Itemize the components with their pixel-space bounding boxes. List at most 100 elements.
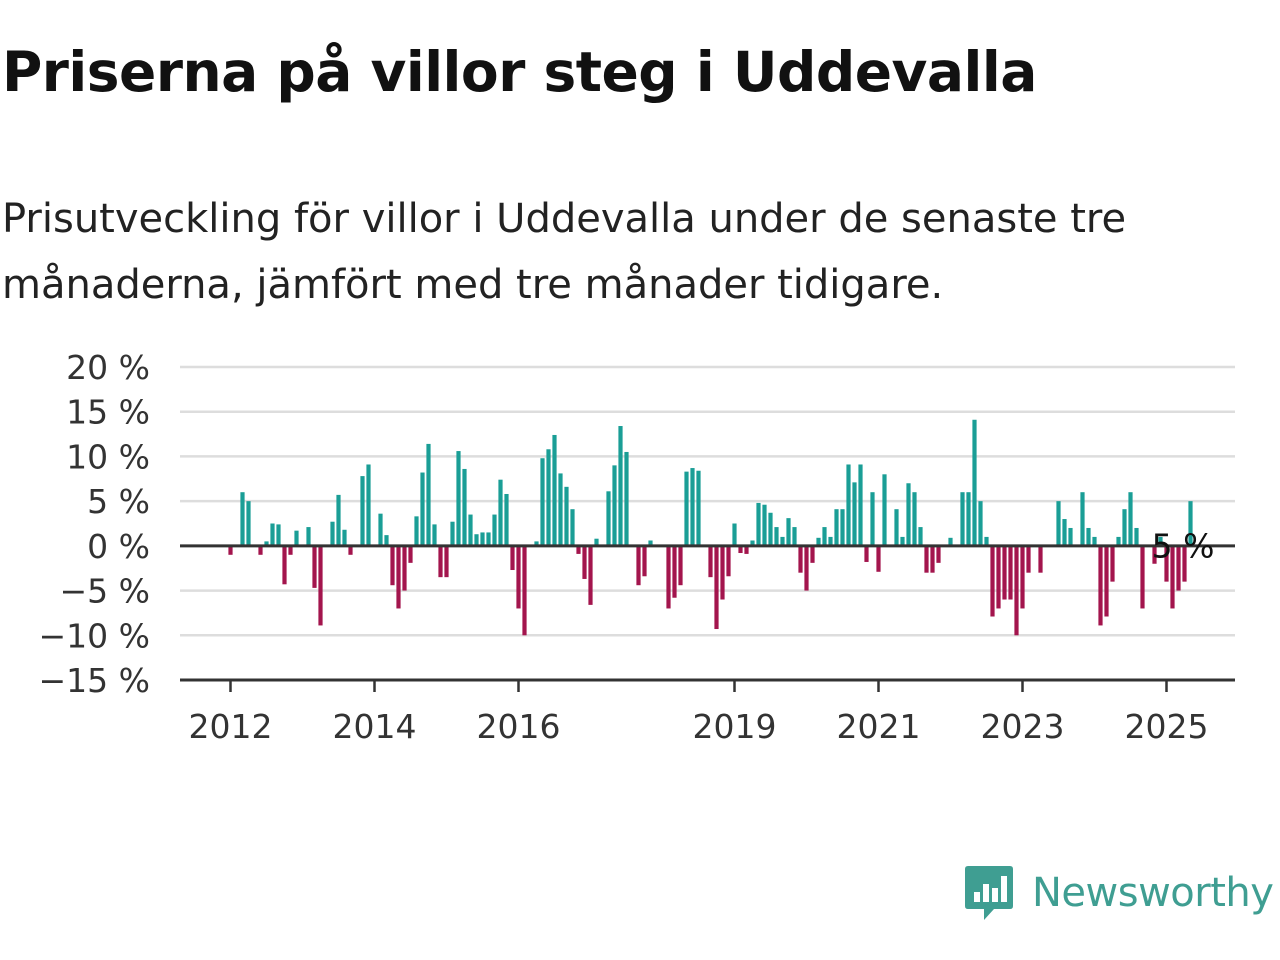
x-tick-label: 2023 [981,707,1065,746]
bar [1158,536,1163,546]
x-tick-label: 2012 [189,707,273,746]
bar [396,545,401,609]
bar [1014,545,1019,636]
bar [240,492,245,546]
bar [804,545,809,591]
bar [330,521,335,546]
y-tick-label: 5 % [87,482,150,521]
bar [822,527,827,546]
bar [480,532,485,546]
bar [750,540,755,546]
bar [228,545,233,555]
bar [456,451,461,546]
bar [930,545,935,573]
last-value-label: 5 % [1152,527,1215,566]
bar [312,545,317,588]
bar [948,537,953,546]
bar [636,545,641,586]
bar [1038,545,1043,573]
bar [462,468,467,546]
bar [420,472,425,546]
bar [570,509,575,546]
bar [582,545,587,579]
bar [1140,545,1145,609]
bar [270,523,275,546]
y-tick-label: 10 % [66,437,150,476]
bar [828,536,833,546]
bar [306,527,311,546]
bar [774,527,779,546]
bar [564,486,569,546]
bar [576,545,581,554]
bar [606,491,611,546]
x-axis-labels: 2012 2014 2016 2019 2021 2023 2025 [189,680,1208,746]
bar [258,545,263,555]
bar [678,545,683,586]
bar [1026,545,1031,573]
bar [1122,509,1127,546]
bar [864,545,869,562]
bar [486,532,491,546]
y-tick-label: 20 % [66,348,150,387]
bar [924,545,929,573]
bar [552,434,557,546]
bar [996,545,1001,609]
bar [516,545,521,609]
bar [558,473,563,546]
y-tick-label: −15 % [39,661,151,700]
bar [318,545,323,626]
bar [366,464,371,546]
y-tick-label: −5 % [60,572,151,611]
bar [858,464,863,546]
brand-name: Newsworthy [1032,870,1274,916]
bar [816,537,821,546]
axes [180,544,1235,682]
bar [492,514,497,546]
x-tick-label: 2021 [837,707,921,746]
bar [672,545,677,598]
bar [834,509,839,546]
bar [294,530,299,546]
bar [1068,527,1073,546]
x-tick-label: 2016 [477,707,561,746]
bar [522,545,527,636]
bar [1008,545,1013,600]
bar [762,504,767,546]
bar [360,476,365,546]
bar [402,545,407,591]
bar [348,545,353,555]
bar [618,426,623,546]
bar [798,545,803,573]
bar [624,451,629,546]
bar [1188,501,1193,546]
bar [738,545,743,554]
bar [786,518,791,546]
bar [546,449,551,546]
bar [390,545,395,586]
newsworthy-logo-icon [965,866,1013,920]
bar [1170,545,1175,609]
bar [960,492,965,546]
bar [966,492,971,546]
bar [912,492,917,546]
bar [282,545,287,585]
bar [594,538,599,546]
bar [444,545,449,578]
y-tick-label: 0 % [87,527,150,566]
bar [612,465,617,546]
bar [288,545,293,555]
newsworthy-logo: Newsworthy [964,862,1274,924]
bar [1182,545,1187,582]
chart-title: Priserna på villor steg i Uddevalla [2,40,1037,104]
bar [588,545,593,605]
bar [426,443,431,546]
bar [414,516,419,546]
bar [438,545,443,578]
bar [1002,545,1007,600]
bar [918,527,923,546]
bar [666,545,671,609]
x-tick-label: 2014 [333,707,417,746]
bar [378,513,383,546]
bar [534,541,539,546]
bar [840,509,845,546]
